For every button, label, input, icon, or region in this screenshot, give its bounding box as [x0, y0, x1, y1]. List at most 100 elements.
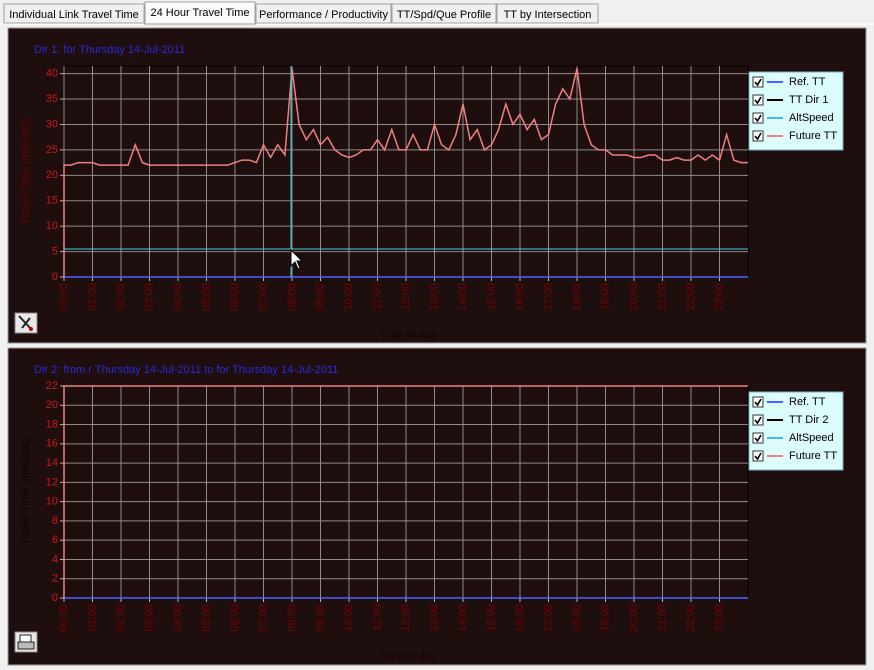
x-tick-label: 22:00 [685, 283, 697, 311]
x-tick-label: 13:00 [428, 283, 440, 311]
legend: Ref. TT TT Dir 1 AltSpeed Future TT [748, 71, 844, 151]
y-tick-label: 30 [46, 118, 58, 130]
x-tick-label: 04:00 [172, 283, 184, 311]
y-axis-label: Travel Time (minutes) [20, 439, 32, 545]
legend-checkbox[interactable] [752, 130, 764, 142]
tab-label: TT/Spd/Que Profile [397, 9, 491, 21]
x-tick-label: 18:00 [571, 283, 583, 311]
x-tick-label: 19:00 [599, 283, 611, 311]
legend: Ref. TT TT Dir 2 AltSpeed Future TT [748, 391, 844, 471]
y-tick-label: 18 [46, 418, 58, 430]
legend-checkbox[interactable] [752, 432, 764, 444]
legend-check [754, 96, 762, 105]
x-tick-label: 17:00 [542, 604, 554, 632]
y-tick-label: 5 [52, 245, 58, 257]
y-tick-label: 0 [52, 592, 58, 604]
legend-check [754, 78, 762, 87]
tab-frame [3, 3, 145, 24]
tab-label: Performance / Productivity [259, 9, 388, 21]
tab[interactable]: Performance / Productivity [255, 3, 392, 24]
tab[interactable]: Individual Link Travel Time [3, 3, 145, 24]
x-tick-label: 21:00 [656, 604, 668, 632]
x-tick-label: 05:00 [200, 604, 212, 632]
chart-panel: Dir 2: from r Thursday 14-Jul-2011 to fo… [7, 347, 867, 666]
legend-checkbox[interactable] [752, 450, 764, 462]
y-tick-label: 10 [46, 220, 58, 232]
y-tick-label: 0 [52, 271, 58, 283]
y-tick-label: 40 [46, 68, 58, 80]
x-tick-label: 19:00 [599, 604, 611, 632]
legend-checkbox[interactable] [752, 112, 764, 124]
series-line [63, 385, 748, 598]
legend-checkbox[interactable] [752, 396, 764, 408]
legend-checkbox[interactable] [752, 414, 764, 426]
legend-label: TT Dir 1 [789, 94, 829, 106]
settings-icon[interactable] [14, 312, 38, 334]
x-axis-label: Time of day [379, 650, 437, 662]
legend-item[interactable]: Ref. TT [752, 396, 826, 408]
legend-item[interactable]: AltSpeed [752, 112, 834, 124]
x-tick-label: 20:00 [628, 283, 640, 311]
x-tick-label: 15:00 [485, 604, 497, 632]
tab-label: 24 Hour Travel Time [150, 7, 249, 19]
y-tick-label: 20 [46, 169, 58, 181]
x-tick-label: 23:00 [713, 604, 725, 632]
x-tick-label: 01:00 [86, 283, 98, 311]
legend-label: Future TT [789, 130, 837, 142]
x-tick-label: 03:00 [143, 283, 155, 311]
x-tick-label: 21:00 [656, 283, 668, 311]
x-tick-label: 18:00 [571, 604, 583, 632]
x-tick-label: 08:00 [286, 604, 298, 632]
x-tick-label: 14:00 [457, 283, 469, 311]
legend-check [754, 114, 762, 123]
y-tick-label: 8 [52, 515, 58, 527]
x-tick-label: 09:00 [314, 604, 326, 632]
tab[interactable]: TT/Spd/Que Profile [391, 3, 497, 24]
y-tick-label: 20 [46, 399, 58, 411]
y-tick-label: 4 [52, 553, 58, 565]
tab-frame [391, 3, 497, 24]
x-tick-label: 14:00 [457, 604, 469, 632]
legend-check [754, 416, 762, 425]
legend-check [754, 434, 762, 443]
x-tick-label: 08:00 [286, 283, 298, 311]
x-tick-label: 23:00 [713, 283, 725, 311]
legend-item[interactable]: AltSpeed [752, 432, 834, 444]
x-tick-label: 06:00 [229, 283, 241, 311]
legend-item[interactable]: Ref. TT [752, 76, 826, 88]
legend-item[interactable]: TT Dir 1 [752, 94, 829, 106]
x-tick-label: 09:00 [314, 283, 326, 311]
tab[interactable]: 24 Hour Travel Time [144, 1, 256, 25]
y-tick-label: 2 [52, 573, 58, 585]
legend-box [748, 391, 844, 471]
legend-item[interactable]: Future TT [752, 450, 837, 462]
legend-checkbox[interactable] [752, 76, 764, 88]
legend-check [754, 132, 762, 141]
legend-item[interactable]: Future TT [752, 130, 837, 142]
x-tick-label: 11:00 [371, 283, 383, 310]
x-tick-label: 02:00 [115, 604, 127, 632]
y-tick-label: 15 [46, 195, 58, 207]
tab-frame [496, 3, 599, 24]
print-icon[interactable] [14, 631, 38, 653]
x-tick-label: 01:00 [86, 604, 98, 632]
tab-frame [144, 1, 256, 25]
x-tick-label: 03:00 [143, 604, 155, 632]
legend-item[interactable]: TT Dir 2 [752, 414, 829, 426]
legend-label: Ref. TT [789, 76, 826, 88]
x-tick-label: 12:00 [400, 604, 412, 632]
x-tick-label: 16:00 [514, 283, 526, 311]
x-tick-label: 04:00 [172, 604, 184, 632]
legend-checkbox[interactable] [752, 94, 764, 106]
y-tick-label: 16 [46, 438, 58, 450]
y-tick-label: 14 [46, 457, 58, 469]
x-tick-label: 07:00 [257, 283, 269, 311]
y-tick-label: 25 [46, 144, 58, 156]
x-tick-label: 16:00 [514, 604, 526, 632]
tab-frame [255, 3, 392, 24]
x-tick-label: 07:00 [257, 604, 269, 632]
legend-check [754, 398, 762, 407]
tab[interactable]: TT by Intersection [496, 3, 599, 24]
x-tick-label: 02:00 [115, 283, 127, 311]
